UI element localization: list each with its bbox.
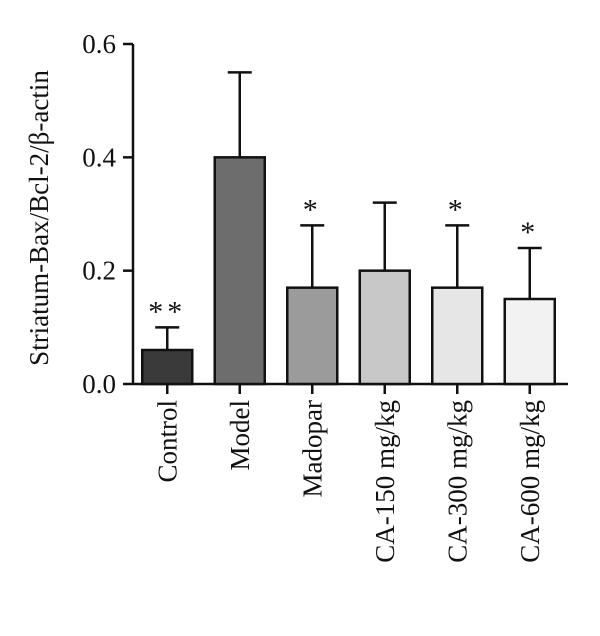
bar (213, 156, 266, 386)
x-axis (133, 382, 568, 394)
category-labels: Control Model Madopar CA-150 mg/kg CA-300 mg… (152, 400, 545, 563)
bar (141, 348, 194, 386)
bar (286, 286, 339, 386)
y-tick-label: 0.4 (82, 142, 116, 172)
category-label: CA-150 mg/kg (370, 400, 400, 563)
significance-marker: ** (148, 295, 186, 328)
y-axis: 0.0 0.2 0.4 0.6 (82, 29, 135, 399)
significance-markers: *** ** (148, 193, 539, 328)
significance-marker: * (520, 216, 539, 249)
y-tick-label: 0.2 (82, 256, 116, 286)
error-bars (155, 71, 542, 350)
category-label: Madopar (297, 400, 327, 497)
significance-marker: * (448, 193, 467, 226)
y-tick-label: 0.0 (82, 369, 116, 399)
bar (358, 269, 411, 386)
bar (431, 286, 484, 386)
category-label: Model (225, 400, 255, 471)
y-axis-title: Striatum-Bax/Bcl-2/β-actin (24, 70, 54, 366)
bar (503, 297, 556, 386)
category-label: CA-600 mg/kg (515, 400, 545, 563)
y-tick-label: 0.6 (82, 29, 116, 59)
bars (141, 156, 556, 386)
significance-marker: * (303, 193, 322, 226)
category-label: CA-300 mg/kg (442, 400, 472, 563)
category-label: Control (152, 400, 182, 483)
